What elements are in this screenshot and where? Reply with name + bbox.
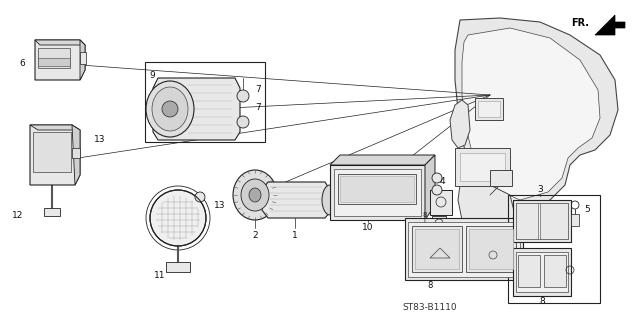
- Bar: [330, 165, 425, 220]
- Bar: [475, 98, 503, 120]
- Bar: [460, 153, 505, 181]
- Text: 8: 8: [539, 298, 545, 307]
- Ellipse shape: [195, 192, 205, 202]
- Ellipse shape: [241, 179, 269, 211]
- Text: 13: 13: [94, 135, 106, 145]
- Bar: [466, 226, 516, 272]
- Polygon shape: [458, 185, 515, 232]
- Ellipse shape: [237, 90, 249, 102]
- Bar: [166, 262, 190, 272]
- Polygon shape: [450, 100, 470, 148]
- Text: 5: 5: [584, 205, 590, 214]
- Bar: [544, 255, 566, 287]
- Polygon shape: [30, 125, 80, 185]
- Bar: [415, 229, 459, 269]
- Bar: [540, 203, 568, 239]
- Bar: [513, 200, 571, 242]
- Ellipse shape: [150, 190, 206, 246]
- Polygon shape: [153, 78, 240, 140]
- Text: 2: 2: [252, 230, 258, 239]
- Text: 12: 12: [12, 211, 24, 220]
- Ellipse shape: [162, 101, 178, 117]
- Text: 7: 7: [255, 85, 261, 94]
- Text: 11: 11: [154, 270, 166, 279]
- Polygon shape: [35, 40, 85, 80]
- Bar: [33, 132, 71, 172]
- Ellipse shape: [146, 81, 194, 137]
- Bar: [334, 169, 421, 216]
- Bar: [145, 62, 265, 142]
- Bar: [432, 216, 446, 230]
- Bar: [412, 226, 462, 272]
- Bar: [38, 58, 70, 66]
- Bar: [516, 203, 568, 239]
- Text: 4: 4: [439, 178, 445, 187]
- Polygon shape: [80, 40, 85, 80]
- Polygon shape: [72, 125, 80, 185]
- Text: ST83-B1110: ST83-B1110: [403, 303, 457, 313]
- Bar: [516, 252, 568, 292]
- Bar: [516, 203, 538, 239]
- Polygon shape: [455, 18, 618, 210]
- Bar: [408, 222, 520, 277]
- Ellipse shape: [249, 188, 261, 202]
- Polygon shape: [425, 155, 435, 220]
- Bar: [80, 52, 86, 64]
- Text: 6: 6: [19, 59, 25, 68]
- Bar: [455, 148, 510, 186]
- Bar: [44, 208, 60, 216]
- Bar: [513, 248, 571, 296]
- Ellipse shape: [237, 116, 249, 128]
- Ellipse shape: [432, 185, 442, 195]
- Bar: [490, 170, 512, 186]
- Ellipse shape: [152, 87, 188, 131]
- Bar: [332, 193, 344, 207]
- Polygon shape: [30, 125, 80, 130]
- Polygon shape: [462, 28, 600, 200]
- Polygon shape: [330, 155, 435, 165]
- Text: 7: 7: [255, 103, 261, 113]
- Bar: [72, 148, 80, 158]
- Bar: [340, 176, 414, 202]
- Text: FR.: FR.: [571, 18, 589, 28]
- Bar: [38, 48, 70, 68]
- Bar: [508, 195, 600, 303]
- Bar: [344, 197, 350, 203]
- Bar: [518, 255, 540, 287]
- Bar: [571, 214, 579, 226]
- Bar: [469, 229, 513, 269]
- Ellipse shape: [233, 170, 277, 220]
- Text: ↓: ↓: [422, 219, 428, 225]
- Bar: [478, 101, 500, 117]
- Text: 10: 10: [362, 223, 374, 233]
- Text: 9: 9: [149, 70, 155, 79]
- Bar: [405, 218, 523, 280]
- Text: 8: 8: [423, 212, 427, 218]
- Ellipse shape: [432, 173, 442, 183]
- Text: 1: 1: [292, 230, 298, 239]
- Bar: [430, 190, 452, 215]
- Polygon shape: [262, 182, 330, 218]
- Text: 8: 8: [427, 281, 433, 290]
- Ellipse shape: [322, 185, 338, 215]
- Text: 13: 13: [214, 201, 225, 210]
- Polygon shape: [595, 15, 625, 35]
- Text: 3: 3: [537, 186, 543, 195]
- Polygon shape: [35, 40, 85, 45]
- Bar: [338, 174, 416, 204]
